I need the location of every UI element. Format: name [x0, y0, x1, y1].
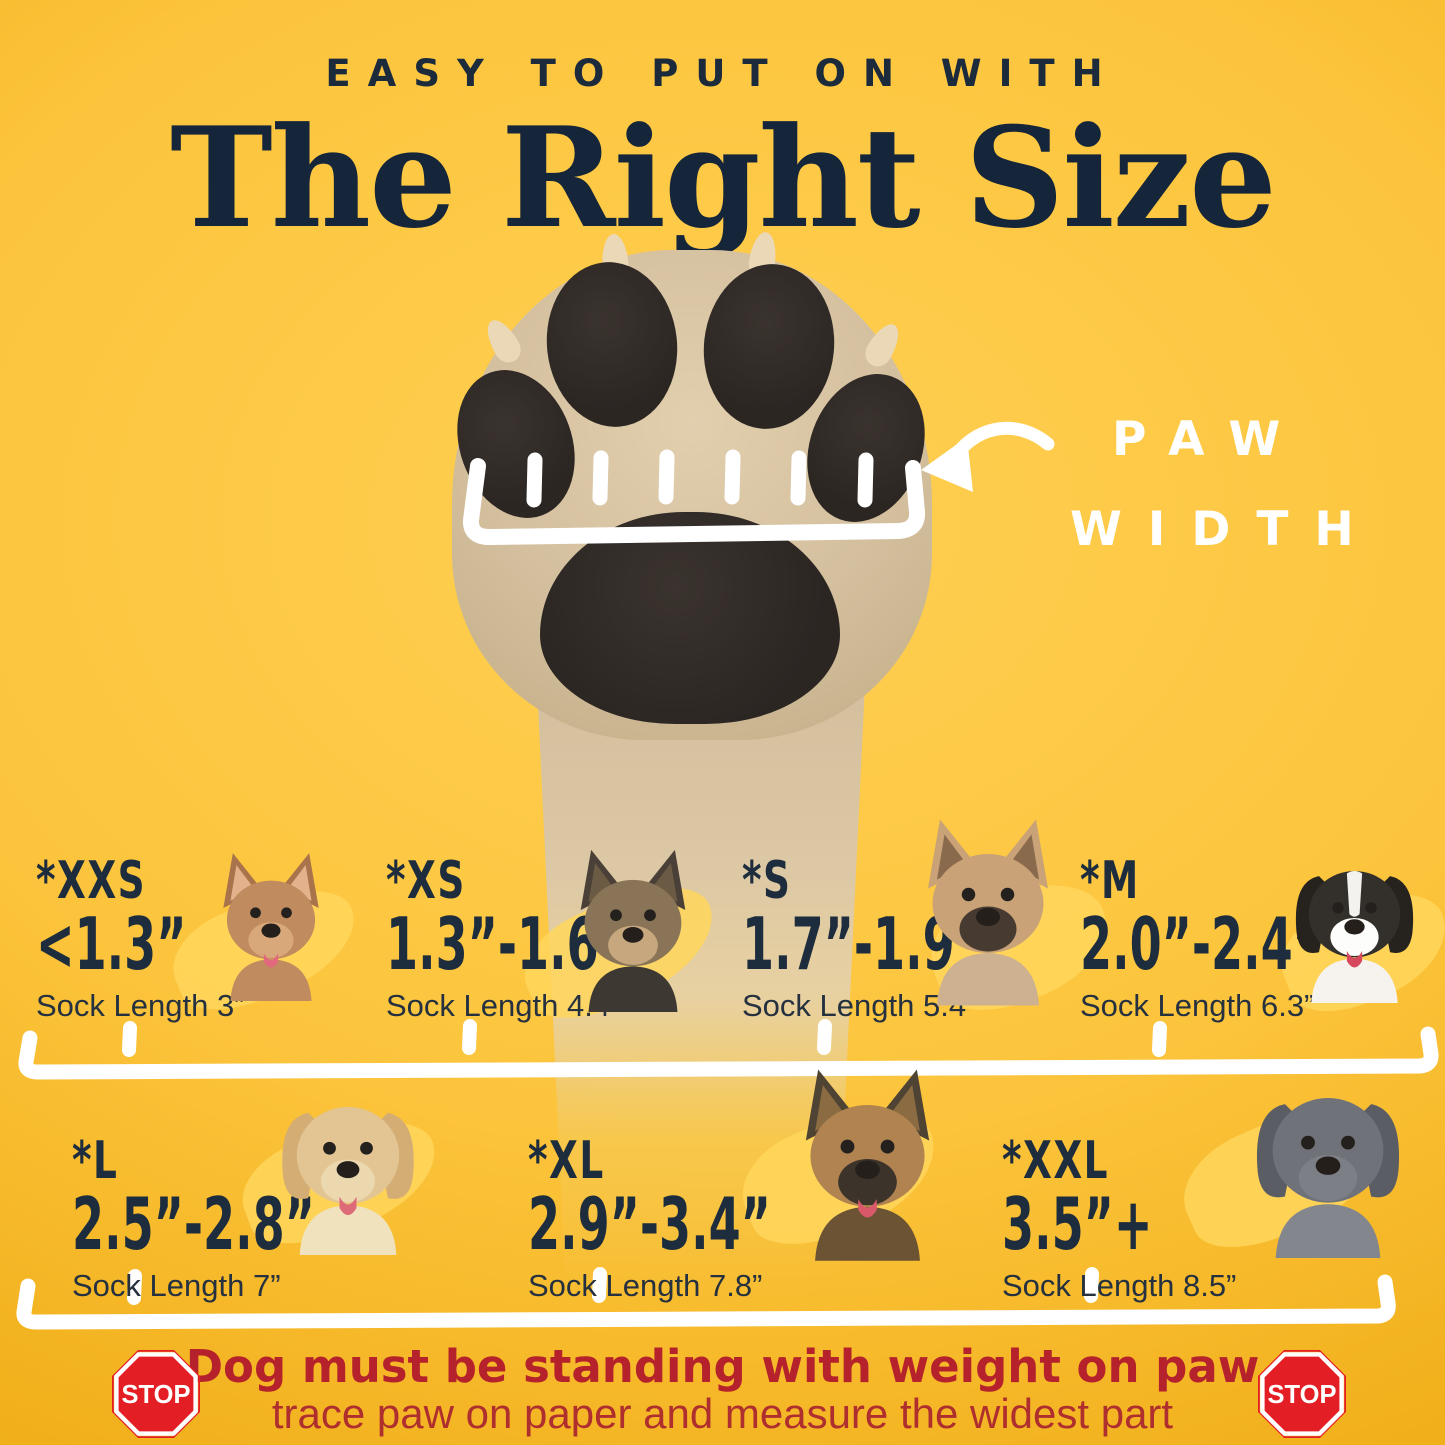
size-label: *XXS [36, 851, 147, 911]
size-block-xxs: *XXS <1.3” Sock Length 3” [36, 851, 271, 1024]
sock-length: Sock Length 5.4” [742, 988, 977, 1023]
dog-photo-french-bulldog [898, 808, 1078, 1008]
size-block-l: *L 2.5”-2.8” Sock Length 7” [72, 1131, 452, 1304]
size-block-m: *M 2.0”-2.4” Sock Length 6.3” [1080, 851, 1445, 1024]
stop-sign-icon: STOP [112, 1350, 200, 1438]
sock-length: Sock Length 3” [36, 988, 245, 1023]
size-label: *S [742, 851, 792, 911]
size-label: *XXL [1002, 1131, 1109, 1191]
paw-width-range: 3.5”+ [1002, 1182, 1153, 1266]
toe-pad [538, 255, 686, 434]
size-label: *L [72, 1131, 119, 1191]
paw-width-range: <1.3” [36, 902, 187, 986]
dog-photo-german-shepherd [775, 1058, 960, 1263]
stop-sign-text: STOP [121, 1381, 190, 1409]
size-label: *XL [528, 1131, 605, 1191]
paw-claw [480, 314, 526, 368]
paw-width-range: 2.5”-2.8” [72, 1182, 315, 1266]
sock-length: Sock Length 4.4” [386, 988, 621, 1023]
paw-width-label-line2: WIDTH [1070, 502, 1380, 557]
kicker-text: EASY TO PUT ON WITH [325, 52, 1120, 95]
toe-pad [695, 257, 843, 436]
size-label: *XS [386, 851, 466, 911]
sock-length: Sock Length 7.8” [528, 1268, 763, 1303]
sock-length: Sock Length 6.3” [1080, 988, 1315, 1023]
size-label: *M [1080, 851, 1140, 911]
warning-text-regular: trace paw on paper and measure the wides… [271, 1390, 1174, 1437]
dog-photo-australian-shepherd [1262, 838, 1445, 1003]
size-block-xxl: *XXL 3.5”+ Sock Length 8.5” [1002, 1131, 1237, 1304]
sock-length: Sock Length 7” [72, 1268, 281, 1303]
stop-sign-text: STOP [1267, 1381, 1336, 1409]
paw-width-range: 2.9”-3.4” [528, 1182, 771, 1266]
central-pad [540, 512, 840, 724]
warning-text-bold: Dog must be standing with weight on paw [185, 1340, 1260, 1393]
sock-length: Sock Length 8.5” [1002, 1268, 1237, 1303]
paw-width-range: 2.0”-2.4” [1080, 902, 1323, 986]
paw-width-arrow [946, 421, 1055, 467]
size-block-s: *S 1.7”-1.9” Sock Length 5.4” [742, 851, 1122, 1024]
paw-claw [860, 318, 906, 372]
paw-pads-area [437, 230, 945, 740]
dog-photo-great-dane [1228, 1058, 1428, 1258]
page-title: The Right Size [170, 96, 1277, 259]
stop-sign-icon: STOP [1258, 1350, 1346, 1438]
dog-photo-chihuahua [196, 846, 346, 1001]
paw-width-label-line1: PAW [1112, 412, 1307, 467]
dog-photo-yorkshire-terrier [548, 842, 718, 1012]
dog-photo-golden-retriever [258, 1070, 438, 1255]
